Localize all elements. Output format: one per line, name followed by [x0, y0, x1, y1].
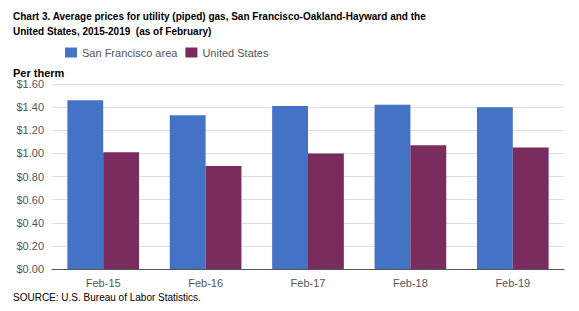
svg-text:$0.20: $0.20	[16, 240, 44, 252]
svg-text:$0.60: $0.60	[16, 194, 44, 206]
svg-text:SOURCE: U.S. Bureau of Labor S: SOURCE: U.S. Bureau of Labor Statistics.	[13, 292, 201, 303]
svg-text:$0.80: $0.80	[16, 171, 44, 183]
svg-text:United States, 2015-2019 (as: United States, 2015-2019 (as of February…	[13, 26, 211, 37]
svg-text:Feb-17: Feb-17	[291, 277, 326, 289]
svg-text:Chart 3. Average prices for ut: Chart 3. Average prices for utility (pip…	[13, 11, 426, 22]
svg-text:$1.60: $1.60	[16, 78, 44, 90]
svg-text:$0.00: $0.00	[16, 263, 44, 275]
svg-text:$0.40: $0.40	[16, 217, 44, 229]
svg-text:Feb-18: Feb-18	[393, 277, 428, 289]
svg-text:Per therm: Per therm	[13, 67, 65, 79]
svg-text:Feb-16: Feb-16	[188, 277, 223, 289]
svg-text:$1.00: $1.00	[16, 147, 44, 159]
svg-text:$1.40: $1.40	[16, 101, 44, 113]
svg-text:San Francisco area: San Francisco area	[82, 47, 178, 59]
svg-text:Feb-19: Feb-19	[495, 277, 530, 289]
svg-text:Feb-15: Feb-15	[86, 277, 121, 289]
svg-text:$1.20: $1.20	[16, 124, 44, 136]
svg-text:United States: United States	[202, 47, 269, 59]
